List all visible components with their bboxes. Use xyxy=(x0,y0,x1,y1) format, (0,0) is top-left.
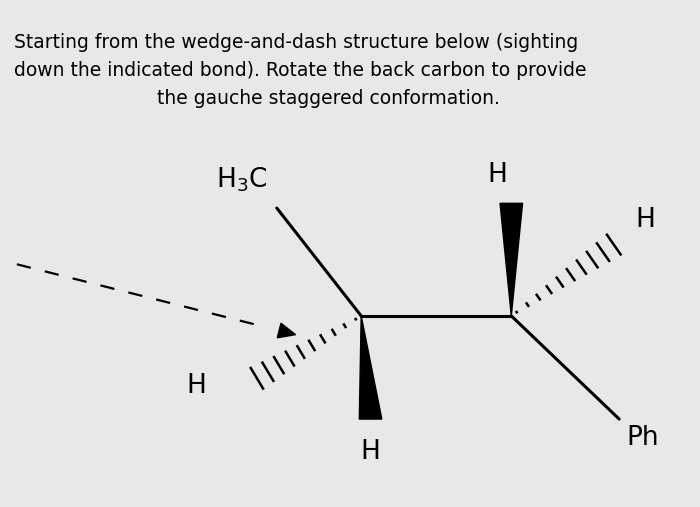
Text: H: H xyxy=(186,373,206,399)
Text: Ph: Ph xyxy=(626,425,659,451)
Text: down the indicated bond). Rotate the back carbon to provide: down the indicated bond). Rotate the bac… xyxy=(14,61,587,80)
Text: Starting from the wedge-and-dash structure below (sighting: Starting from the wedge-and-dash structu… xyxy=(14,32,578,52)
Text: H: H xyxy=(360,439,381,465)
Text: H: H xyxy=(487,162,508,188)
Polygon shape xyxy=(359,316,382,419)
Polygon shape xyxy=(500,203,522,316)
Polygon shape xyxy=(277,323,295,338)
Text: H: H xyxy=(636,207,655,233)
Text: H$_3$C: H$_3$C xyxy=(216,166,268,194)
Text: the gauche staggered conformation.: the gauche staggered conformation. xyxy=(157,89,500,108)
